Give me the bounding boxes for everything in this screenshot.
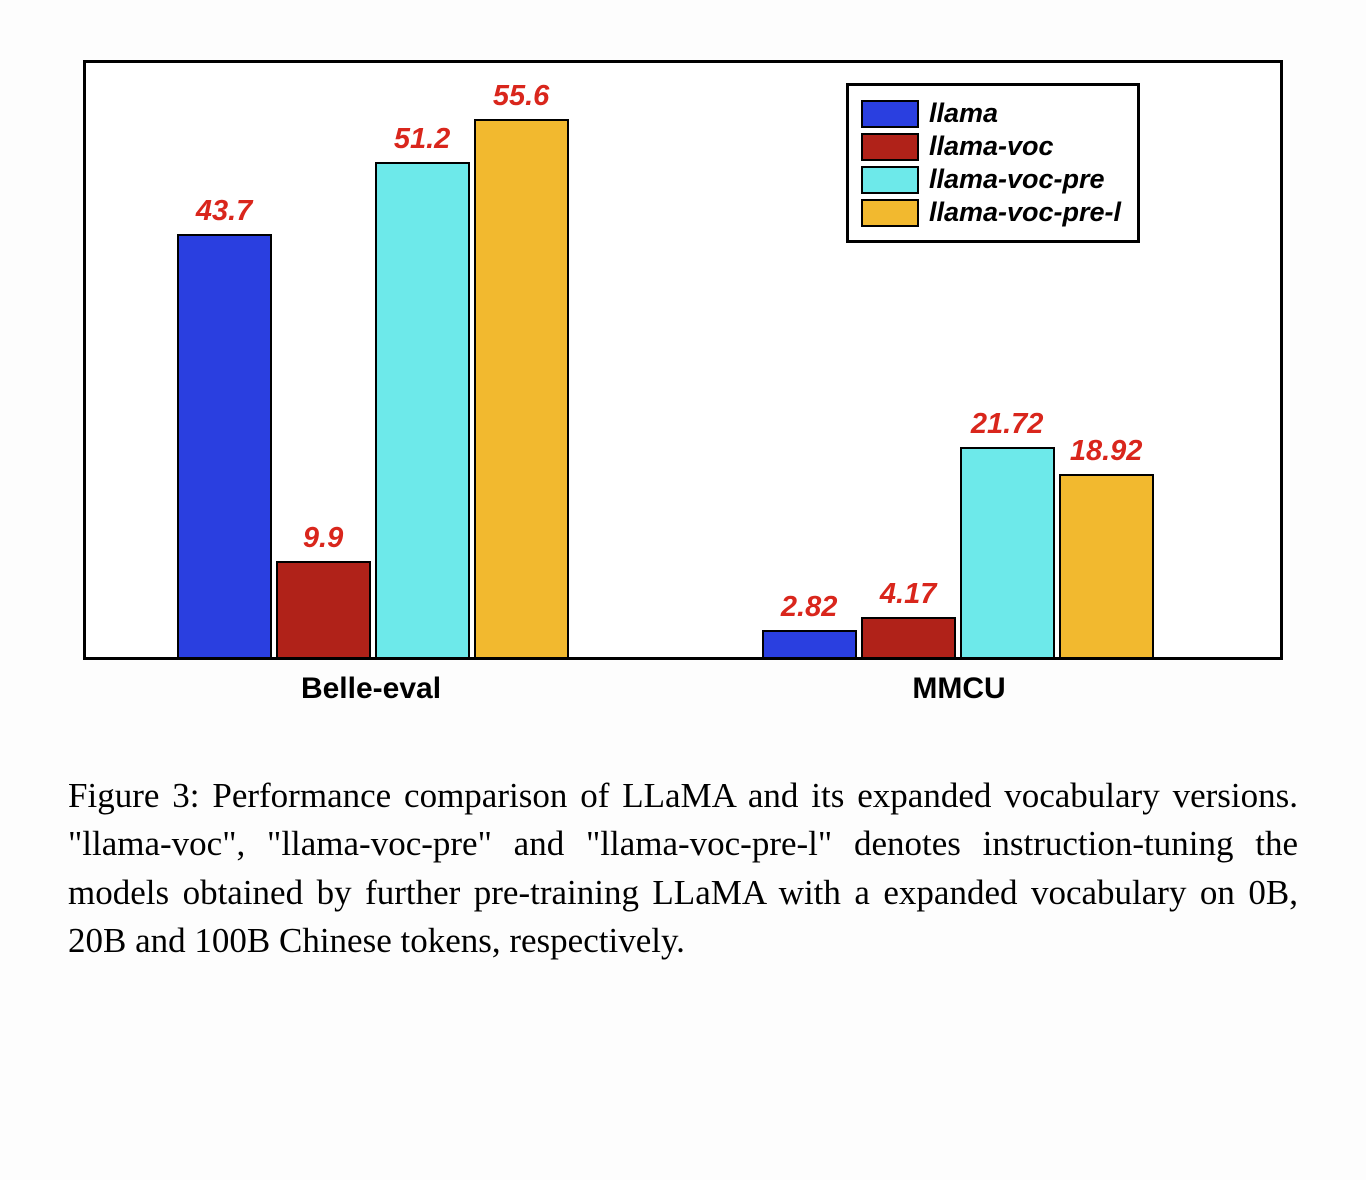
chart-plot-box: 43.79.951.255.62.824.1721.7218.92 llamal… (83, 60, 1283, 660)
bar-llama-voc: 9.9 (276, 561, 371, 657)
bar-value-label: 43.7 (196, 195, 252, 228)
chart-container: 43.79.951.255.62.824.1721.7218.92 llamal… (83, 60, 1283, 722)
bar-llama-voc-pre-l: 18.92 (1059, 474, 1154, 657)
x-axis-label: MMCU (912, 672, 1005, 706)
bar-value-label: 21.72 (971, 408, 1044, 441)
legend-swatch (861, 133, 919, 161)
bar-llama: 2.82 (762, 630, 857, 657)
legend-item-llama-voc-pre-l: llama-voc-pre-l (861, 197, 1121, 228)
legend-label: llama-voc-pre-l (929, 197, 1121, 228)
legend-item-llama-voc: llama-voc (861, 131, 1121, 162)
chart-legend: llamallama-vocllama-voc-prellama-voc-pre… (846, 83, 1140, 243)
bar-value-label: 4.17 (880, 578, 936, 611)
caption-prefix: Figure 3: (68, 776, 199, 815)
bar-rect (1059, 474, 1154, 657)
x-axis-labels: Belle-eval MMCU (83, 672, 1283, 722)
bar-value-label: 2.82 (781, 591, 837, 624)
bar-rect (762, 630, 857, 657)
bar-value-label: 51.2 (394, 123, 450, 156)
legend-item-llama-voc-pre: llama-voc-pre (861, 164, 1121, 195)
bar-value-label: 55.6 (493, 80, 549, 113)
bar-llama-voc: 4.17 (861, 617, 956, 657)
legend-swatch (861, 100, 919, 128)
x-axis-label: Belle-eval (301, 672, 441, 706)
legend-swatch (861, 166, 919, 194)
bar-rect (474, 119, 569, 657)
caption-text: Performance comparison of LLaMA and its … (68, 776, 1298, 960)
legend-label: llama (929, 98, 998, 129)
bar-value-label: 9.9 (303, 522, 343, 555)
bar-llama-voc-pre: 51.2 (375, 162, 470, 657)
bar-group-mmcu: 2.824.1721.7218.92 (762, 447, 1154, 657)
legend-label: llama-voc-pre (929, 164, 1105, 195)
legend-swatch (861, 199, 919, 227)
bar-llama-voc-pre-l: 55.6 (474, 119, 569, 657)
bar-rect (177, 234, 272, 657)
bar-value-label: 18.92 (1070, 435, 1143, 468)
bar-rect (375, 162, 470, 657)
bar-llama: 43.7 (177, 234, 272, 657)
bar-group-belle-eval: 43.79.951.255.6 (177, 119, 569, 657)
figure-caption: Figure 3: Performance comparison of LLaM… (68, 772, 1298, 965)
legend-label: llama-voc (929, 131, 1054, 162)
bar-rect (861, 617, 956, 657)
bar-rect (960, 447, 1055, 657)
bar-llama-voc-pre: 21.72 (960, 447, 1055, 657)
legend-item-llama: llama (861, 98, 1121, 129)
bar-rect (276, 561, 371, 657)
